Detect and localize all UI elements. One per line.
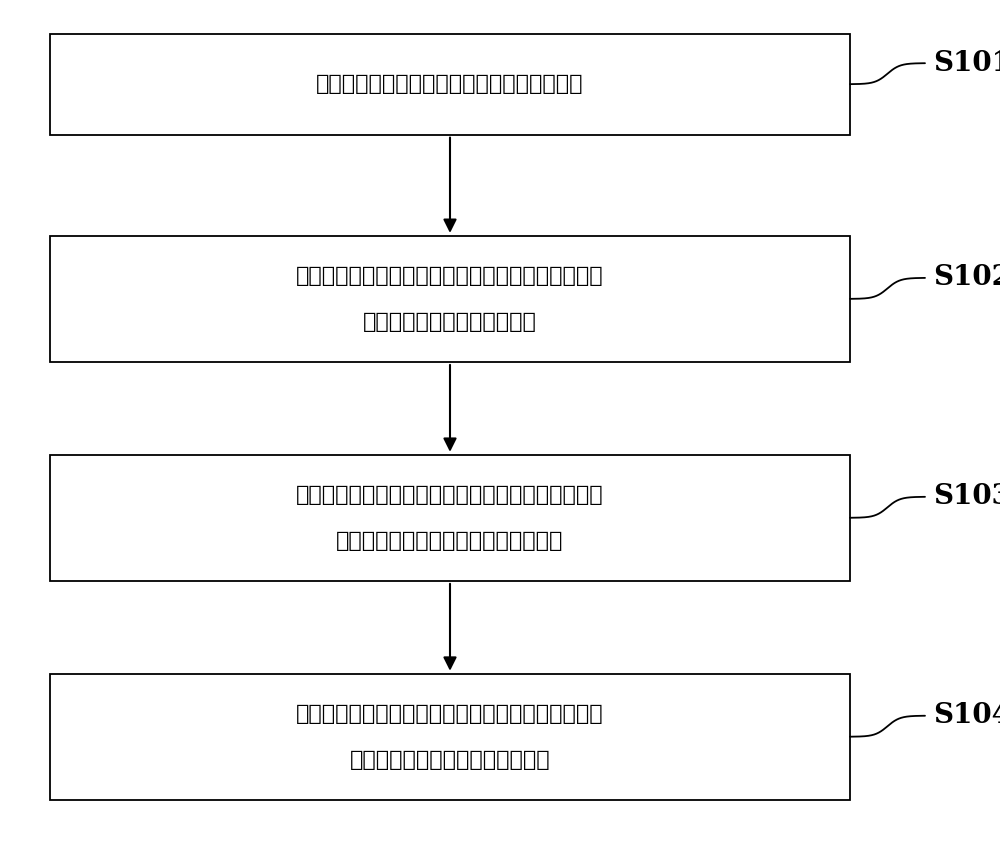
Bar — [50, 34, 850, 135]
Text: 运行频率之间的差值的绝对值: 运行频率之间的差值的绝对值 — [363, 312, 537, 332]
Bar — [50, 455, 850, 581]
Text: 根据所述各个压缩机的运行频率，确定不同压缩机的: 根据所述各个压缩机的运行频率，确定不同压缩机的 — [296, 266, 604, 285]
Text: S102: S102 — [933, 264, 1000, 291]
Text: 获取待调节的系统中的各个压缩机的运行频率: 获取待调节的系统中的各个压缩机的运行频率 — [316, 74, 584, 94]
Text: 根据所述第一比较结果，对所述待调节的系统中的不: 根据所述第一比较结果，对所述待调节的系统中的不 — [296, 704, 604, 723]
Text: 同压缩机分别进行对应的频率调节: 同压缩机分别进行对应的频率调节 — [350, 750, 550, 770]
Text: S101: S101 — [933, 50, 1000, 77]
Text: S104: S104 — [933, 702, 1000, 729]
Bar — [50, 236, 850, 362]
Text: 将所述不同压缩机的运行频率之间的差值的绝对值与: 将所述不同压缩机的运行频率之间的差值的绝对值与 — [296, 485, 604, 504]
Bar — [50, 674, 850, 800]
Text: 第一阈值进行比较，得到第一比较结果: 第一阈值进行比较，得到第一比较结果 — [336, 531, 564, 551]
Text: S103: S103 — [933, 483, 1000, 510]
